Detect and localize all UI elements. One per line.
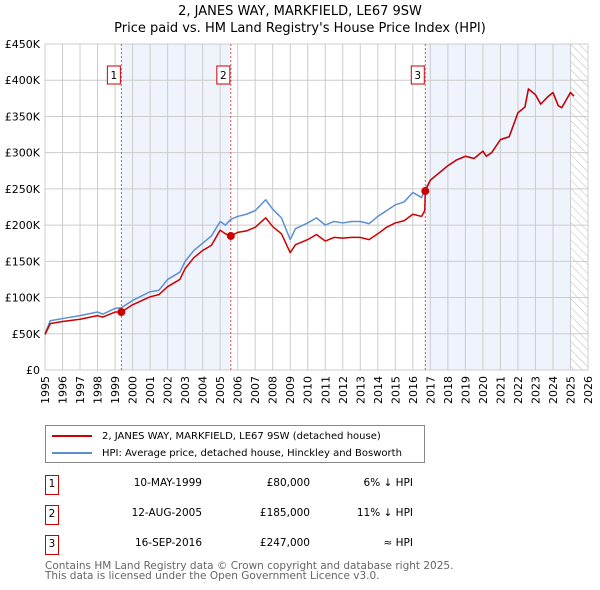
sale-point [421,187,430,196]
x-tick-label: 2008 [267,376,280,404]
x-tick-label: 2007 [249,376,262,404]
sale-marker-label: 2 [220,70,227,82]
x-tick-label: 1999 [109,376,122,404]
x-tick-label: 2013 [354,376,367,404]
y-tick-label: £450K [5,38,41,51]
x-tick-label: 2026 [582,376,595,404]
y-tick-label: £50K [12,328,41,341]
x-tick-label: 2002 [162,376,175,404]
forecast-hatch [570,44,588,370]
x-tick-label: 2012 [337,376,350,404]
sale-point [226,231,235,240]
chart-subtitle: Price paid vs. HM Land Registry's House … [114,21,486,36]
x-tick-label: 2014 [372,376,385,404]
x-tick-label: 2023 [529,376,542,404]
sale-hpi-comparison: 6% ↓ HPI [363,477,413,489]
x-tick-label: 1996 [57,376,70,404]
x-tick-label: 2020 [477,376,490,404]
sale-marker-label: 3 [414,70,421,82]
sale-hpi-comparison: 11% ↓ HPI [356,507,413,519]
x-tick-label: 2024 [547,376,560,404]
sale-point [117,308,126,317]
legend: 2, JANES WAY, MARKFIELD, LE67 9SW (detac… [45,425,425,463]
y-tick-label: £0 [26,364,40,377]
x-tick-label: 2005 [214,376,227,404]
table-row: 1 10-MAY-1999 £80,000 6% ↓ HPI [45,475,413,495]
y-tick-label: £300K [5,147,41,160]
sale-marker-badge [106,65,121,85]
x-tick-label: 1997 [74,376,87,404]
y-tick-label: £350K [5,110,41,123]
plot-area: 1995 1996 1997 1998 1999 2000 2001 2002 2003 2004… [5,38,595,404]
sale-number-badge: 1 [45,475,59,495]
sale-marker-label: 1 [111,70,118,82]
legend-label: HPI: Average price, detached house, Hinc… [102,447,402,459]
x-tick-label: 2011 [319,376,332,404]
legend-swatch-blue [52,452,92,454]
y-tick-label: £100K [5,292,41,305]
x-tick-label: 1995 [39,376,52,404]
x-tick-label: 2000 [127,376,140,404]
x-tick-label: 2016 [407,376,420,404]
x-tick-label: 2022 [512,376,525,404]
legend-item-hpi: HPI: Average price, detached house, Hinc… [52,445,402,461]
sale-price: £80,000 [266,477,310,489]
chart-title: 2, JANES WAY, MARKFIELD, LE67 9SW [178,4,422,19]
sale-marker-badge [216,65,231,85]
price-paid-line [44,88,575,335]
legend-swatch-red [52,435,92,437]
y-tick-label: £200K [5,219,41,232]
table-row: 3 16-SEP-2016 £247,000 ≈ HPI [45,535,413,555]
x-tick-label: 2003 [179,376,192,404]
sale-number-badge: 3 [45,535,59,555]
footer-copyright: Contains HM Land Registry data © Crown c… [45,560,454,572]
x-tick-label: 2006 [232,376,245,404]
sale-price: £185,000 [259,507,310,519]
sale-hpi-comparison: ≈ HPI [383,537,413,549]
sale-marker-badge [410,65,425,85]
x-tick-label: 2019 [459,376,472,404]
x-tick-label: 1998 [92,376,105,404]
x-tick-label: 2021 [494,376,507,404]
shaded-ownership-period [425,44,571,370]
x-tick-label: 2015 [389,376,402,404]
x-tick-label: 2010 [302,376,315,404]
x-tick-label: 2001 [144,376,157,404]
footer-licence: This data is licensed under the Open Gov… [45,570,380,582]
sale-date: 16-SEP-2016 [134,537,202,549]
table-row: 2 12-AUG-2005 £185,000 11% ↓ HPI [45,505,413,525]
x-tick-label: 2017 [424,376,437,404]
y-tick-label: £150K [5,255,41,268]
x-tick-label: 2018 [442,376,455,404]
x-tick-label: 2009 [284,376,297,404]
sale-number-badge: 2 [45,505,59,525]
x-tick-label: 2004 [197,376,210,404]
sale-price: £247,000 [259,537,310,549]
y-tick-label: £250K [5,183,41,196]
legend-item-property: 2, JANES WAY, MARKFIELD, LE67 9SW (detac… [52,428,381,444]
sale-date: 10-MAY-1999 [133,477,202,489]
sale-date: 12-AUG-2005 [131,507,202,519]
legend-label: 2, JANES WAY, MARKFIELD, LE67 9SW (detac… [102,430,381,442]
x-tick-label: 2025 [564,376,577,404]
shaded-ownership-period [121,44,231,370]
y-tick-label: £400K [5,74,41,87]
